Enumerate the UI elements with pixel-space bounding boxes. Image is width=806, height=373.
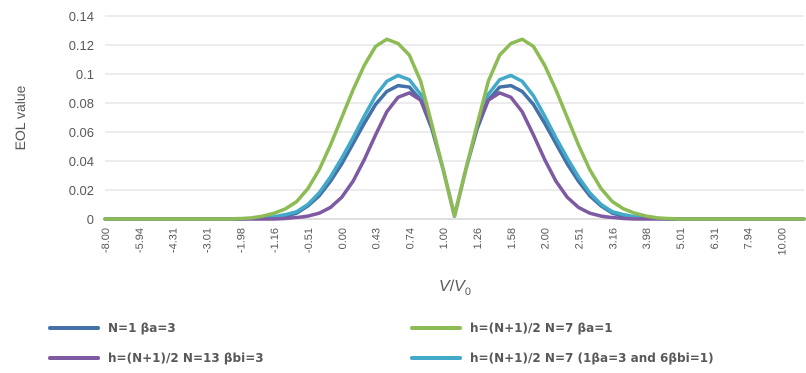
y-tick-label: 0.12 (69, 38, 94, 53)
y-tick-label: 0.08 (69, 96, 94, 111)
y-tick-label: 0 (87, 212, 94, 227)
x-tick-label: 3.98 (641, 228, 653, 249)
legend-swatch-series-2 (410, 326, 462, 330)
legend-item-series-3: h=(N+1)/2 N=13 βbi=3 (48, 348, 264, 368)
y-tick-labels: 0 0.02 0.04 0.06 0.08 0.1 0.12 0.14 (69, 9, 94, 227)
x-tick-label: 10.00 (776, 228, 788, 256)
x-tick-label: -0.51 (303, 228, 315, 253)
grid-layer (105, 15, 804, 220)
x-tick-label: 1.58 (506, 228, 518, 249)
legend-swatch-series-4 (410, 356, 462, 360)
y-tick-label: 0.06 (69, 125, 94, 140)
series-line-1 (103, 83, 806, 221)
legend-item-series-1: N=1 βa=3 (48, 318, 176, 338)
legend-swatch-series-3 (48, 356, 100, 360)
legend-item-series-4: h=(N+1)/2 N=7 (1βa=3 and 6βbi=1) (410, 348, 714, 368)
x-tick-label: -5.94 (134, 228, 146, 253)
x-tick-label: -4.31 (168, 228, 180, 253)
x-tick-label: 7.94 (743, 228, 755, 249)
legend-label-series-3: h=(N+1)/2 N=13 βbi=3 (108, 351, 264, 365)
y-tick-label: 0.02 (69, 183, 94, 198)
x-tick-label: 1.26 (472, 228, 484, 249)
x-axis-label-subscript: 0 (465, 286, 471, 298)
x-axis-label: V/V0 (439, 278, 471, 298)
y-tick-label: 0.14 (69, 9, 94, 24)
x-tick-label: 0.00 (337, 228, 349, 249)
series-line-2 (103, 37, 806, 221)
x-tick-label: 2.51 (574, 228, 586, 249)
legend-label-series-2: h=(N+1)/2 N=7 βa=1 (470, 321, 613, 335)
x-tick-label: 2.00 (540, 228, 552, 249)
x-tick-label: -1.98 (235, 228, 247, 253)
legend-label-series-1: N=1 βa=3 (108, 321, 176, 335)
legend-item-series-2: h=(N+1)/2 N=7 βa=1 (410, 318, 613, 338)
legend-label-series-4: h=(N+1)/2 N=7 (1βa=3 and 6βbi=1) (470, 351, 714, 365)
x-tick-label: 1.00 (438, 228, 450, 249)
series-line-3 (103, 91, 806, 221)
x-axis-label-v: V (439, 278, 451, 295)
series-layer (103, 37, 806, 221)
x-tick-label: 5.01 (675, 228, 687, 249)
series-line-4 (103, 73, 806, 221)
x-tick-labels: -8.00 -5.94 -4.31 -3.01 -1.98 -1.16 -0.51 0.00 0… (100, 228, 788, 256)
y-axis-label: EOL value (12, 85, 28, 150)
x-tick-label: 3.16 (607, 228, 619, 249)
x-tick-label: -1.16 (269, 228, 281, 253)
x-tick-label: 0.43 (371, 228, 383, 249)
x-tick-label: -8.00 (100, 228, 112, 253)
legend: N=1 βa=3 h=(N+1)/2 N=7 βa=1 h=(N+1)/2 N=… (0, 312, 806, 373)
x-tick-label: 0.74 (404, 228, 416, 249)
chart-svg: 00.020.040.060.080.10.120.14 -8.00 -5.94-… (12, 9, 806, 298)
x-axis-label-v0: V (454, 278, 466, 295)
legend-swatch-series-1 (48, 326, 100, 330)
x-tick-label: 6.31 (709, 228, 721, 249)
x-axis-label-slash: / (450, 278, 455, 295)
y-tick-label: 0.1 (76, 67, 94, 82)
y-tick-label: 0.04 (69, 154, 94, 169)
x-tick-label: -3.01 (201, 228, 213, 253)
